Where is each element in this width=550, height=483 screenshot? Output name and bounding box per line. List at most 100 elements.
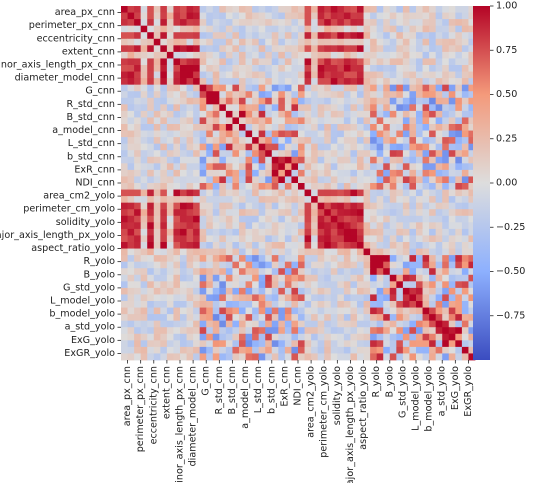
- heatmap-cell: [298, 110, 305, 118]
- heatmap-cell: [173, 248, 181, 256]
- heatmap-cell: [455, 169, 463, 177]
- heatmap-cell: [278, 156, 286, 164]
- heatmap-cell: [409, 281, 417, 289]
- heatmap-cell: [330, 45, 338, 53]
- heatmap-cell: [291, 346, 299, 354]
- heatmap-cell: [468, 215, 476, 223]
- heatmap-cell: [265, 169, 273, 177]
- heatmap-cell: [173, 143, 181, 151]
- heatmap-cell: [252, 130, 260, 138]
- heatmap-cell: [186, 130, 194, 138]
- heatmap-cell: [455, 327, 463, 335]
- heatmap-cell: [422, 143, 430, 151]
- heatmap-cell: [127, 183, 135, 190]
- heatmap-cell: [284, 281, 292, 289]
- x-tick-label: a_std_yolo: [437, 366, 448, 417]
- heatmap-cell: [225, 248, 233, 256]
- heatmap-cell: [317, 19, 325, 27]
- heatmap-cell: [252, 202, 260, 210]
- heatmap-cell: [429, 320, 437, 328]
- heatmap-cell: [455, 163, 463, 171]
- heatmap-cell: [153, 346, 161, 354]
- heatmap-cell: [206, 274, 214, 282]
- heatmap-cell: [357, 143, 364, 151]
- heatmap-cell: [461, 58, 469, 66]
- heatmap-cell: [435, 19, 443, 27]
- heatmap-cell: [442, 32, 450, 40]
- heatmap-cell: [284, 320, 292, 328]
- heatmap-cell: [350, 242, 358, 249]
- heatmap-cell: [265, 71, 273, 79]
- heatmap-cell: [370, 143, 378, 151]
- heatmap-cell: [396, 274, 404, 282]
- heatmap-cell: [252, 189, 260, 197]
- heatmap-cell: [291, 19, 299, 27]
- heatmap-cell: [121, 110, 128, 118]
- heatmap-cell: [376, 32, 384, 40]
- heatmap-cell: [337, 314, 345, 322]
- heatmap-cell: [350, 189, 358, 197]
- heatmap-cell: [435, 38, 443, 46]
- y-tick-label: B_std_cnn: [67, 112, 115, 123]
- heatmap-cell: [324, 209, 332, 217]
- heatmap-cell: [180, 346, 187, 354]
- heatmap-cell: [173, 353, 181, 361]
- heatmap-cell: [121, 51, 128, 59]
- heatmap-cell: [180, 78, 187, 86]
- heatmap-cell: [455, 12, 463, 20]
- heatmap-cell: [389, 65, 397, 72]
- heatmap-cell: [173, 287, 181, 295]
- heatmap-cell: [402, 209, 410, 217]
- heatmap-cell: [225, 45, 233, 53]
- heatmap-cell: [389, 143, 397, 151]
- heatmap-cell: [343, 58, 351, 66]
- heatmap-cell: [212, 110, 220, 118]
- heatmap-cell: [330, 281, 338, 289]
- heatmap-cell: [402, 6, 410, 13]
- heatmap-cell: [212, 25, 220, 33]
- heatmap-cell: [350, 143, 358, 151]
- heatmap-cell: [461, 215, 469, 223]
- heatmap-cell: [265, 281, 273, 289]
- heatmap-cell: [402, 169, 410, 177]
- heatmap-cell: [416, 314, 423, 322]
- heatmap-cell: [442, 169, 450, 177]
- heatmap-cell: [278, 143, 286, 151]
- heatmap-cell: [134, 150, 142, 158]
- heatmap-cell: [363, 97, 371, 105]
- heatmap-cell: [396, 51, 404, 59]
- heatmap-cell: [324, 202, 332, 210]
- heatmap-cell: [330, 25, 338, 33]
- heatmap-cell: [212, 45, 220, 53]
- heatmap-cell: [370, 45, 378, 53]
- heatmap-cell: [455, 235, 463, 243]
- heatmap-cell: [383, 333, 391, 341]
- heatmap-cell: [140, 84, 148, 92]
- heatmap-cell: [206, 301, 214, 308]
- heatmap-cell: [258, 248, 266, 256]
- heatmap-cell: [448, 340, 456, 348]
- heatmap-cell: [357, 294, 364, 302]
- x-tick-label: area_cm2_yolo: [306, 366, 317, 438]
- heatmap-cell: [271, 327, 279, 335]
- heatmap-cell: [193, 25, 201, 33]
- heatmap-cell: [317, 248, 325, 256]
- heatmap-cell: [304, 327, 312, 335]
- heatmap-cell: [265, 340, 273, 348]
- heatmap-cell: [343, 71, 351, 79]
- heatmap-cell: [147, 196, 155, 204]
- heatmap-cell: [429, 176, 437, 184]
- heatmap-cell: [232, 255, 240, 263]
- heatmap-cell: [140, 314, 148, 322]
- heatmap-cell: [160, 307, 168, 315]
- heatmap-cell: [402, 156, 410, 164]
- heatmap-cell: [350, 274, 358, 282]
- heatmap-cell: [448, 281, 456, 289]
- heatmap-cell: [245, 124, 253, 131]
- heatmap-cell: [291, 235, 299, 243]
- heatmap-cell: [435, 156, 443, 164]
- heatmap-cell: [180, 242, 187, 249]
- heatmap-cell: [461, 117, 469, 125]
- heatmap-cell: [298, 261, 305, 269]
- heatmap-cell: [252, 281, 260, 289]
